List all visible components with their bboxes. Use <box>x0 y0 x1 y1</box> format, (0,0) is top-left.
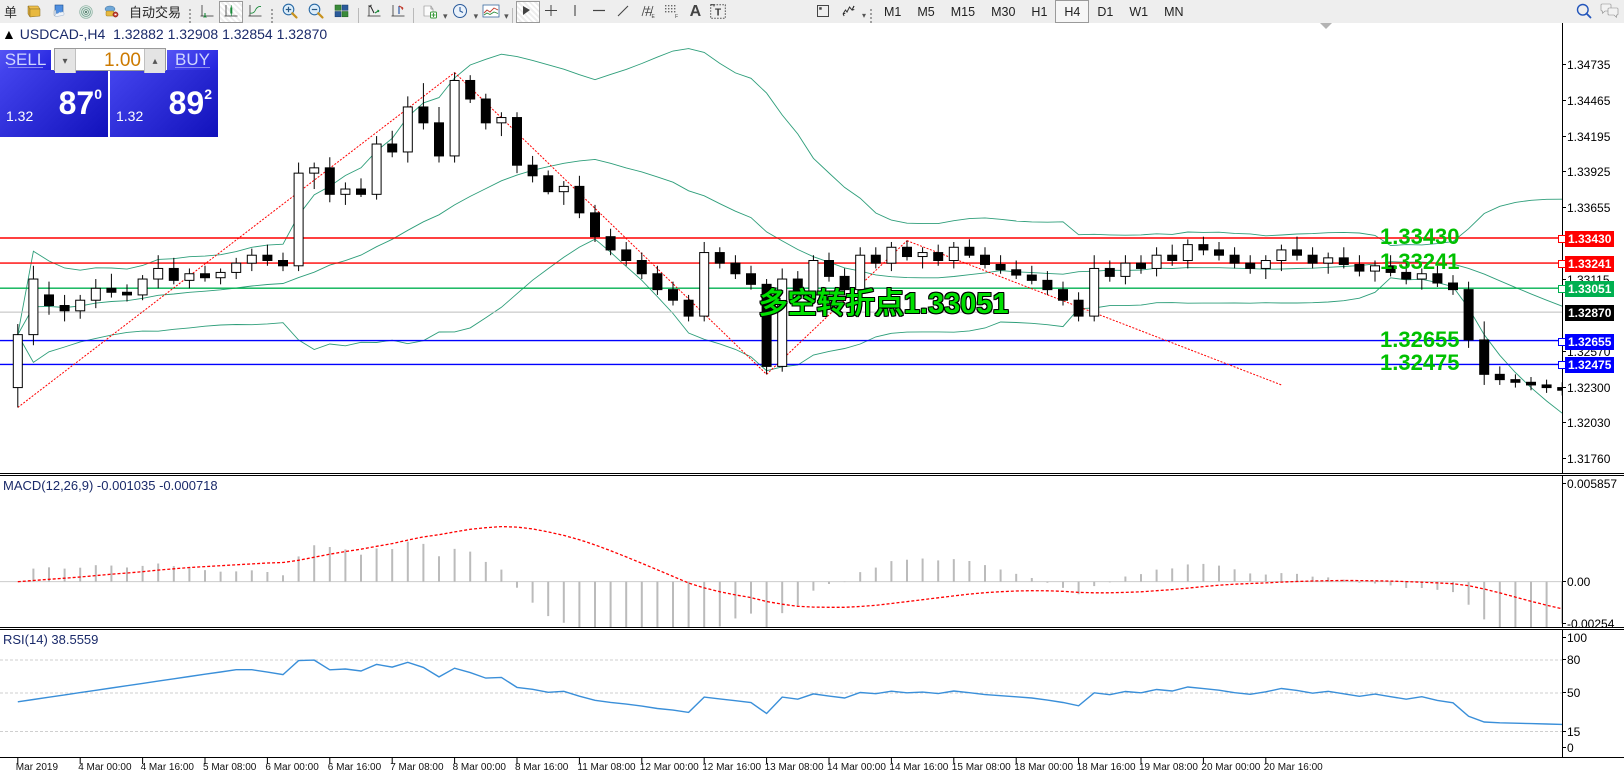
svg-text:F: F <box>675 14 678 19</box>
svg-text:E: E <box>651 14 655 19</box>
svg-text:T: T <box>715 8 721 19</box>
